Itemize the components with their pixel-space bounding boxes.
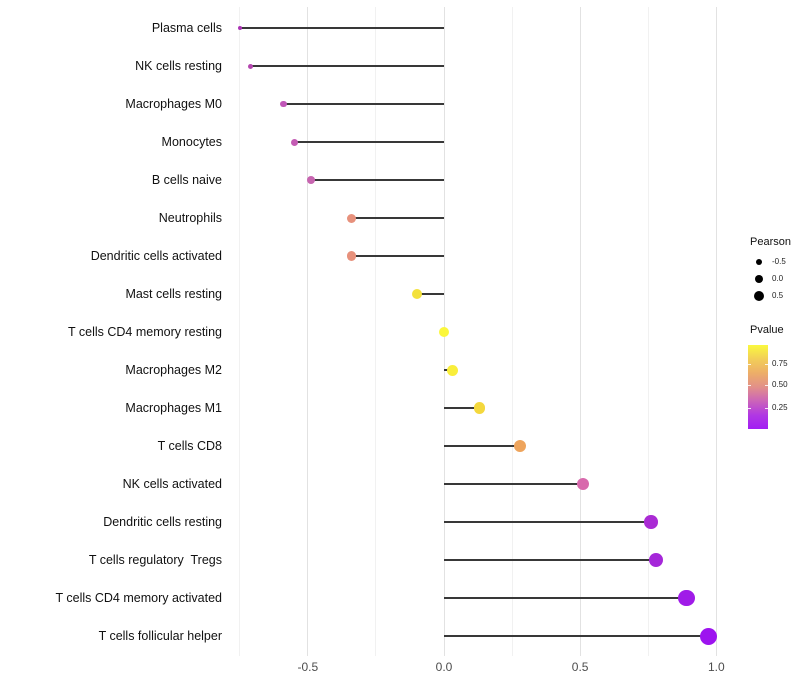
lollipop-dot	[237, 26, 242, 30]
lollipop-dot	[346, 251, 357, 261]
category-label: Monocytes	[161, 135, 222, 149]
category-label: Dendritic cells activated	[90, 249, 222, 263]
lollipop-dot	[514, 440, 527, 452]
gridline	[239, 7, 241, 656]
lollipop-stem	[310, 179, 444, 181]
lollipop-dot	[280, 100, 287, 108]
lollipop-dot	[699, 627, 717, 645]
colorbar-tickmark	[765, 407, 768, 409]
lollipop-stem	[444, 597, 687, 599]
lollipop-dot	[438, 326, 450, 338]
lollipop-stem	[239, 27, 444, 29]
lollipop-stem	[283, 103, 444, 105]
legend-size-dot-icon	[756, 259, 762, 265]
legend-size-dot-icon	[754, 274, 764, 284]
category-label: T cells CD4 memory activated	[55, 591, 223, 605]
colorbar-tick-label: 0.25	[772, 402, 788, 412]
lollipop-stem	[294, 141, 444, 143]
category-label: T cells CD8	[157, 439, 222, 453]
category-label: NK cells resting	[135, 59, 222, 73]
lollipop-stem	[444, 635, 709, 637]
lollipop-stem	[416, 293, 444, 295]
lollipop-dot	[248, 63, 254, 69]
lollipop-dot	[306, 176, 315, 184]
colorbar-tickmark	[765, 363, 768, 365]
legend-title-pearson: Pearson	[750, 236, 791, 248]
gridline	[307, 7, 309, 656]
lollipop-stem	[444, 483, 583, 485]
lollipop-stem	[444, 445, 521, 447]
category-label: Macrophages M2	[125, 363, 222, 377]
lollipop-dot	[473, 402, 486, 414]
x-tick-label: 0.5	[571, 660, 589, 674]
gridline	[375, 7, 377, 656]
lollipop-dot	[576, 477, 590, 491]
category-label: T cells CD4 memory resting	[68, 325, 222, 339]
lollipop-stem	[444, 521, 651, 523]
lollipop-stem	[351, 255, 444, 257]
category-label: Dendritic cells resting	[103, 515, 222, 529]
colorbar-tickmark	[765, 385, 768, 387]
colorbar-tickmark	[748, 407, 751, 409]
category-label: Mast cells resting	[125, 287, 222, 301]
lollipop-stem	[250, 65, 444, 67]
category-label: Neutrophils	[158, 211, 222, 225]
x-tick-label: 1.0	[707, 660, 725, 674]
lollipop-dot	[346, 213, 356, 223]
legend-size-dot-icon	[753, 290, 765, 302]
lollipop-stem	[444, 407, 480, 409]
colorbar-tick-label: 0.75	[772, 358, 788, 368]
gridline	[511, 7, 513, 656]
gridline	[647, 7, 649, 656]
legend-size-label: -0.5	[772, 257, 786, 266]
gridline	[579, 7, 581, 656]
lollipop-dot	[290, 138, 298, 146]
category-label: NK cells activated	[122, 477, 222, 491]
legend-size-label: 0.5	[772, 291, 784, 300]
category-label: Macrophages M0	[125, 97, 222, 111]
lollipop-stem	[351, 217, 444, 219]
x-tick-label: 0.0	[435, 660, 453, 674]
colorbar-tickmark	[748, 363, 751, 365]
legend-size-label: 0.0	[772, 274, 784, 283]
pvalue-colorbar	[748, 345, 768, 429]
lollipop-dot	[446, 364, 458, 376]
category-label: B cells naive	[151, 173, 222, 187]
lollipop-dot	[644, 515, 658, 529]
lollipop-dot	[411, 289, 422, 299]
category-label: Macrophages M1	[125, 401, 222, 415]
lollipop-dot	[678, 589, 695, 607]
gridline	[715, 7, 717, 656]
x-tick-label: -0.5	[297, 660, 319, 674]
category-label: Plasma cells	[151, 21, 222, 35]
colorbar-tickmark	[748, 385, 751, 387]
legend-title-pvalue: Pvalue	[750, 324, 784, 336]
lollipop-stem	[444, 559, 657, 561]
lollipop-dot	[649, 553, 664, 567]
colorbar-tick-label: 0.50	[772, 380, 788, 390]
category-label: T cells regulatory Tregs	[88, 553, 222, 567]
category-label: T cells follicular helper	[98, 629, 222, 643]
